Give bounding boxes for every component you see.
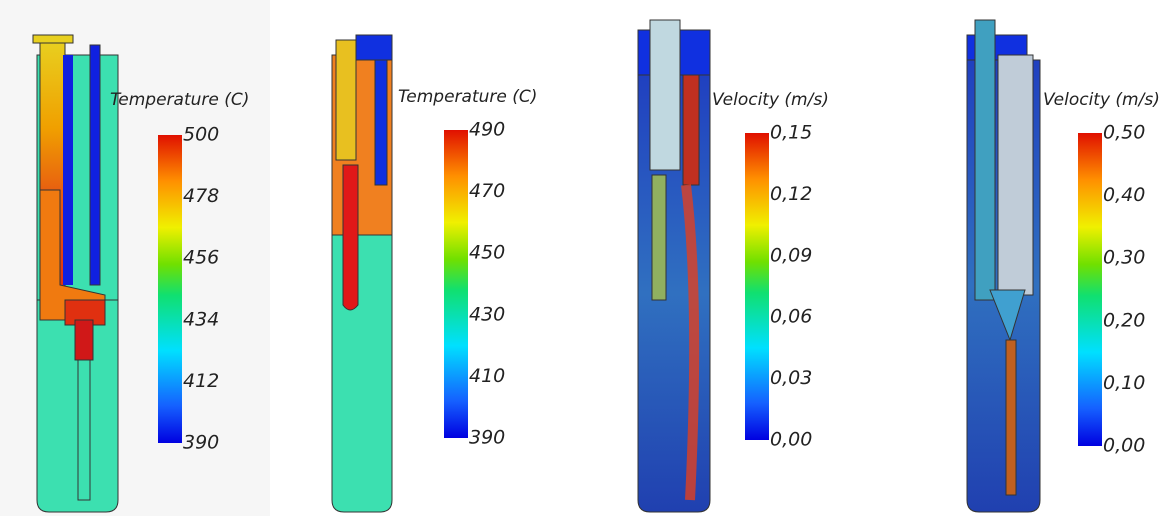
colorbar-tick-label: 0,40	[1103, 184, 1145, 206]
simulation-geometry	[331, 34, 393, 513]
simulation-geometry	[966, 19, 1041, 513]
colorbar-tick-label: 0,30	[1103, 247, 1145, 269]
colorbar-title: Velocity (m/s)	[712, 90, 829, 110]
colorbar-tick-label: 0,15	[770, 122, 812, 144]
colorbar-tick-label: 0,09	[770, 244, 812, 266]
colorbar-tick-label: 430	[469, 303, 505, 325]
colorbar-tick-label: 450	[469, 242, 505, 264]
colorbar-tick-label: 410	[469, 365, 505, 387]
colorbar-title: Velocity (m/s)	[1043, 90, 1160, 110]
colorbar	[1078, 133, 1102, 446]
colorbar-tick-label: 500	[183, 124, 219, 146]
colorbar-tick-label: 434	[183, 308, 219, 330]
colorbar-tick-label: 0,00	[1103, 435, 1145, 457]
colorbar	[158, 135, 182, 443]
simulation-geometry	[637, 19, 711, 513]
colorbar-tick-label: 0,03	[770, 367, 812, 389]
colorbar-tick-label: 0,06	[770, 306, 812, 328]
colorbar-tick-label: 456	[183, 247, 219, 269]
colorbar-tick-label: 0,50	[1103, 122, 1145, 144]
colorbar-tick-label: 390	[183, 432, 219, 454]
colorbar-tick-label: 478	[183, 185, 219, 207]
colorbar-title: Temperature (C)	[398, 87, 537, 107]
colorbar-title: Temperature (C)	[110, 90, 249, 110]
simulation-geometry	[32, 34, 119, 513]
colorbar	[745, 133, 769, 440]
colorbar-tick-label: 0,00	[770, 429, 812, 451]
colorbar-tick-label: 470	[469, 180, 505, 202]
colorbar-tick-label: 390	[469, 427, 505, 449]
colorbar-tick-label: 490	[469, 119, 505, 141]
colorbar-tick-label: 0,10	[1103, 372, 1145, 394]
colorbar-tick-label: 0,20	[1103, 309, 1145, 331]
colorbar-tick-label: 412	[183, 370, 219, 392]
colorbar	[444, 130, 468, 438]
colorbar-tick-label: 0,12	[770, 183, 812, 205]
